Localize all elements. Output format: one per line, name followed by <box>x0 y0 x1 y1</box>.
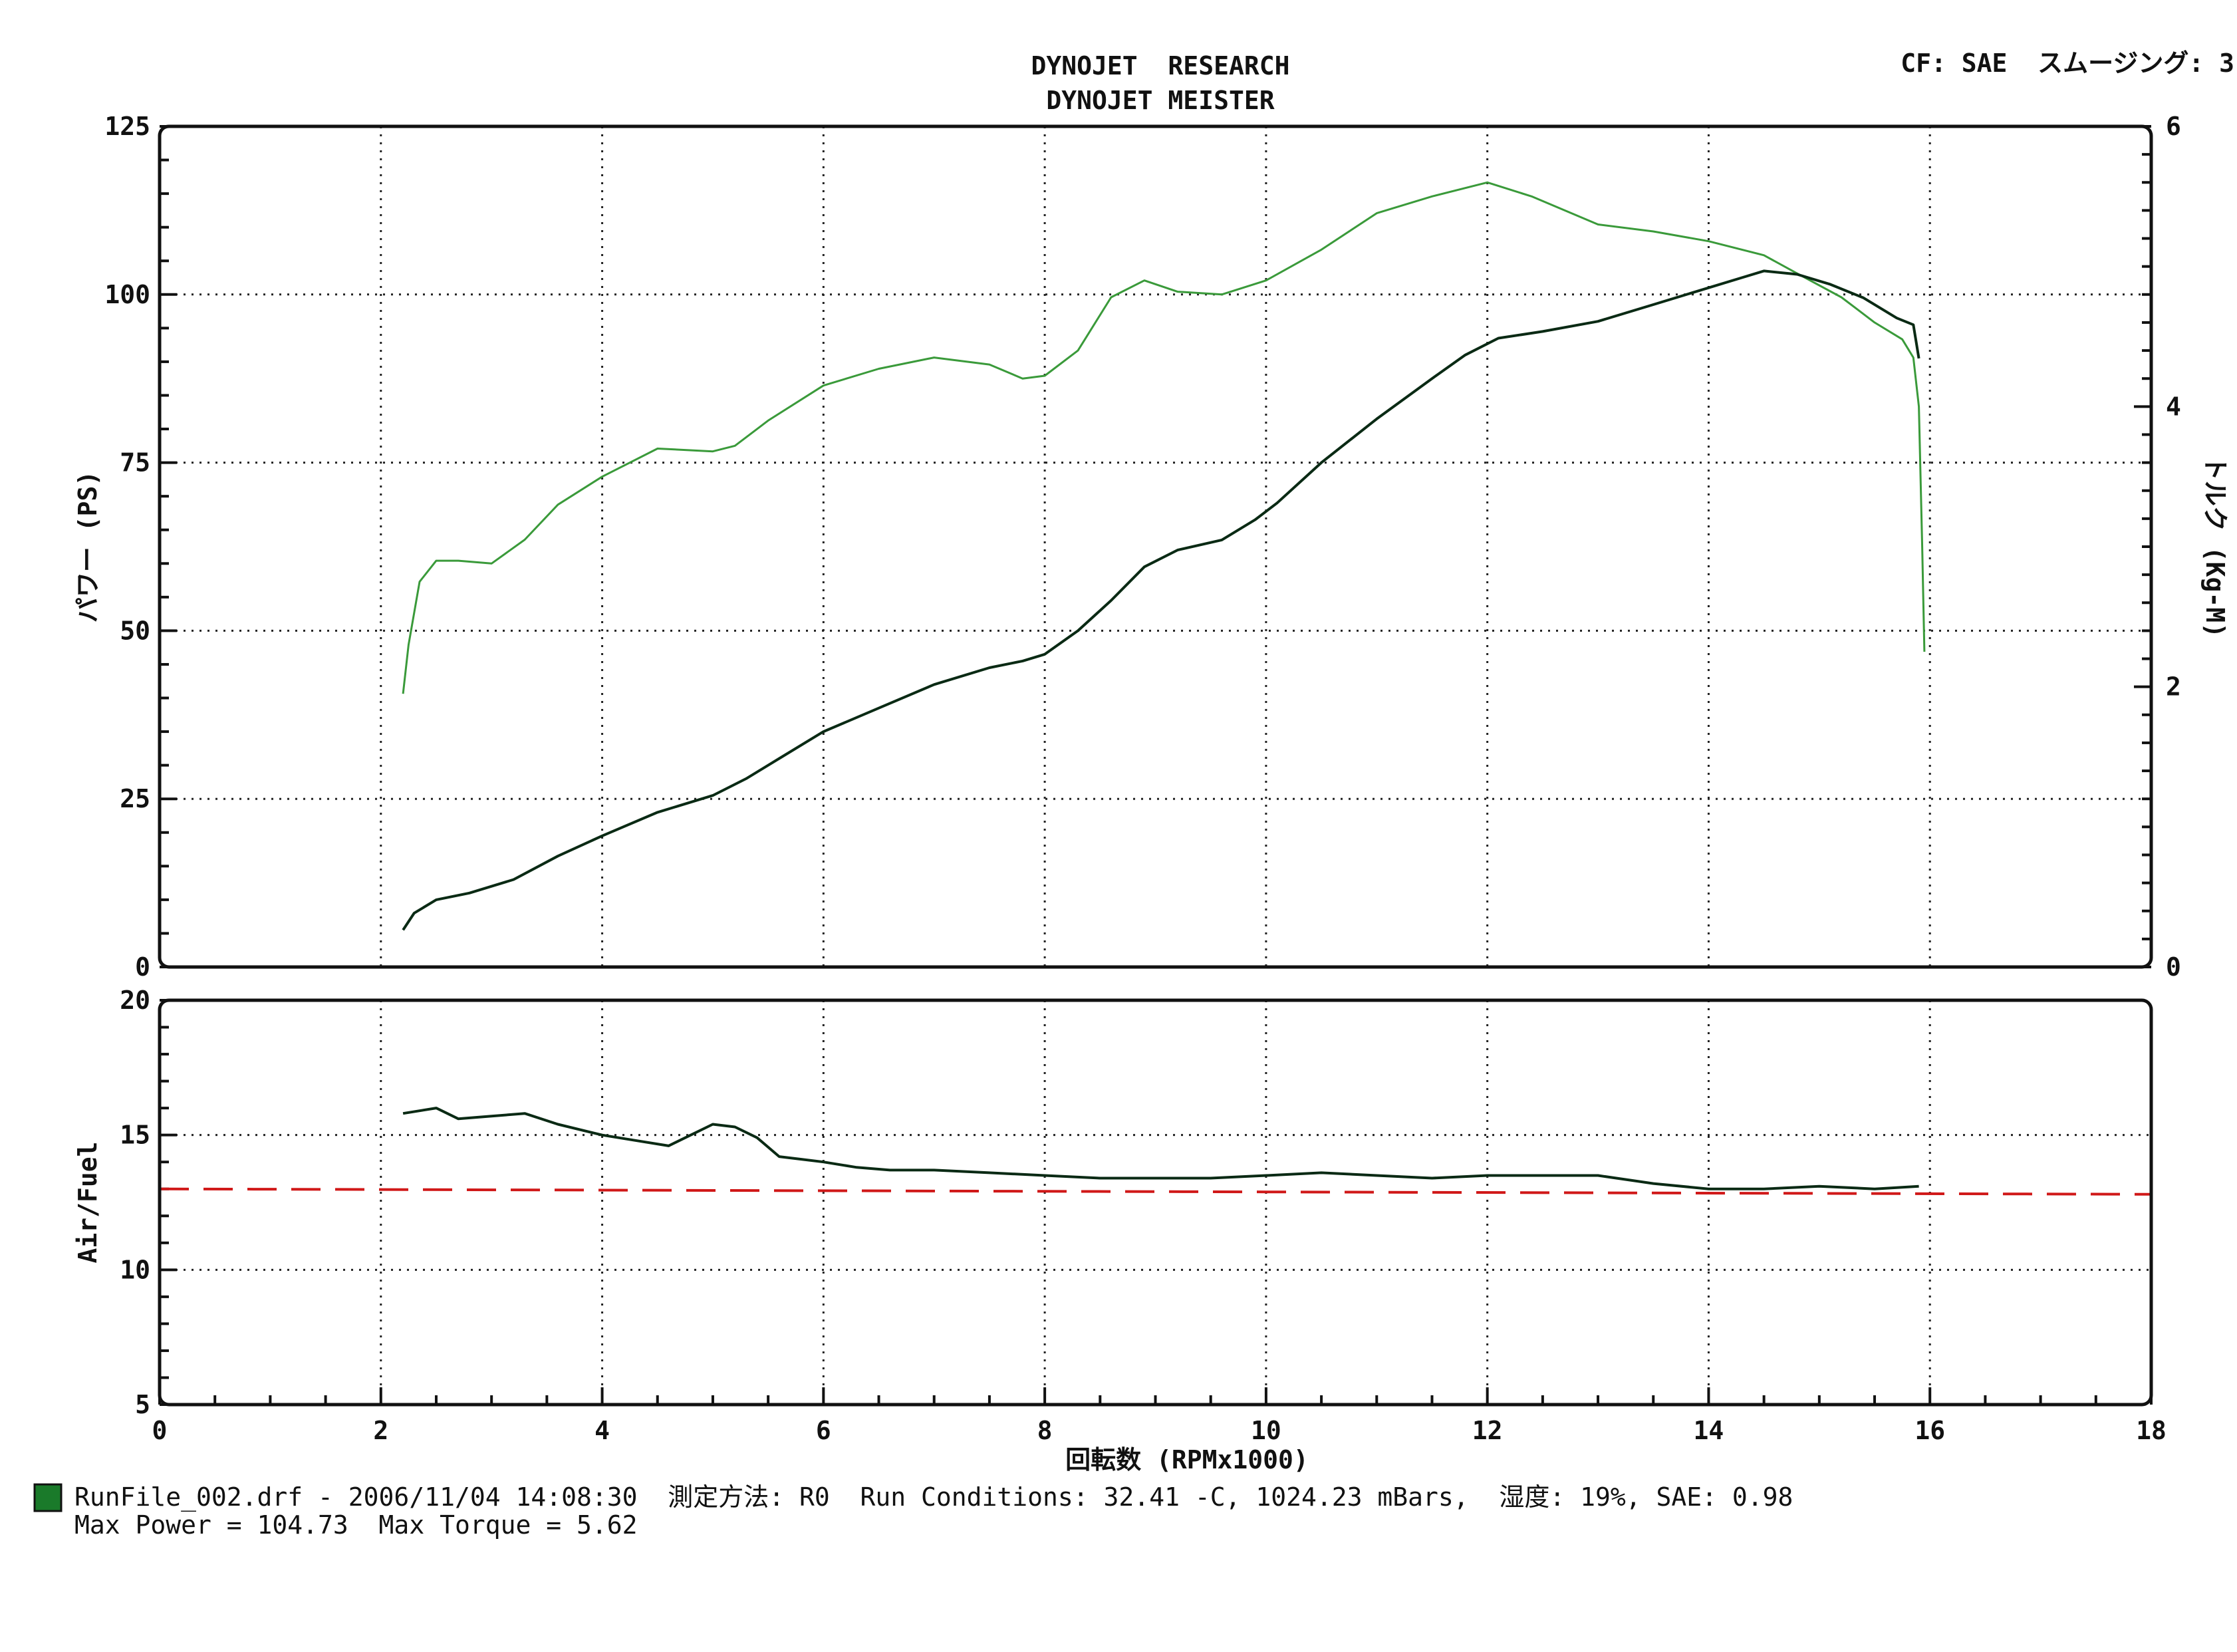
afr-series-line <box>402 1107 1919 1190</box>
left-tick-label: 25 <box>120 784 150 813</box>
run-info-line1: RunFile_002.drf - 2006/11/04 14:08:30 測定… <box>74 1482 1793 1512</box>
x-tick-label: 0 <box>152 1416 168 1445</box>
axis-labels: 0 2 4 6 8 10 12 14 16 18 0 25 50 75 100 125 0 2 4 6 5 10 15 20 <box>104 112 2181 1445</box>
afr-tick-label: 5 <box>135 1390 150 1419</box>
afr-tick-label: 15 <box>120 1121 150 1150</box>
x-tick-label: 8 <box>1037 1416 1053 1445</box>
afr-plot-frame <box>158 998 2153 1407</box>
left-tick-label: 75 <box>120 448 150 478</box>
afr-target-line <box>159 1187 2152 1196</box>
x-tick-label: 6 <box>816 1416 831 1445</box>
x-tick-label: 4 <box>594 1416 610 1445</box>
afr-tick-label: 10 <box>120 1255 150 1284</box>
x-tick-label: 14 <box>1694 1416 1724 1445</box>
x-axis-title: 回転数 (RPMx1000) <box>1065 1445 1309 1474</box>
settings-label: CF: SAE スムージング: 3 <box>1901 49 2234 78</box>
run-info-line2: Max Power = 104.73 Max Torque = 5.62 <box>74 1510 637 1540</box>
left-tick-label: 100 <box>104 280 150 309</box>
run-legend-swatch <box>33 1483 63 1512</box>
x-tick-label: 16 <box>1914 1416 1945 1445</box>
chart-title-line2: DYNOJET MEISTER <box>1046 86 1274 115</box>
right-tick-label: 6 <box>2166 112 2181 141</box>
x-tick-label: 12 <box>1472 1416 1503 1445</box>
left-tick-label: 50 <box>120 616 150 645</box>
torque-series-line <box>402 181 1926 694</box>
x-tick-label: 2 <box>373 1416 388 1445</box>
right-axis-title: トルク (Kg-M) <box>2200 456 2230 638</box>
axis-ticks <box>158 125 2153 1406</box>
upper-gridlines <box>160 126 2151 967</box>
right-tick-label: 2 <box>2166 672 2181 702</box>
afr-axis-title: Air/Fuel <box>73 1141 102 1263</box>
chart-title-line1: DYNOJET RESEARCH <box>1031 51 1290 80</box>
x-tick-label: 18 <box>2136 1416 2167 1445</box>
power-series-line <box>402 269 1920 931</box>
left-axis-title: パワー (PS) <box>73 471 102 622</box>
left-tick-label: 125 <box>104 112 150 141</box>
right-tick-label: 4 <box>2166 392 2181 421</box>
left-tick-label: 0 <box>135 952 150 982</box>
x-tick-label: 10 <box>1251 1416 1281 1445</box>
right-tick-label: 0 <box>2166 952 2181 982</box>
power-plot-frame <box>158 124 2153 969</box>
data-lines <box>159 181 2152 1196</box>
lower-gridlines <box>160 1000 2151 1405</box>
afr-tick-label: 20 <box>120 986 150 1015</box>
